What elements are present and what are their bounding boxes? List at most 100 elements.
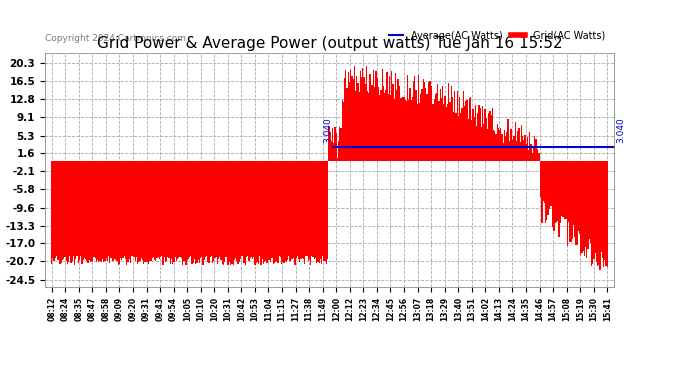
- Bar: [95, 161, 96, 258]
- Bar: [471, 120, 473, 161]
- Bar: [196, 161, 197, 263]
- Bar: [210, 161, 211, 256]
- Bar: [178, 161, 179, 258]
- Bar: [510, 129, 511, 161]
- Bar: [457, 92, 458, 161]
- Bar: [568, 161, 569, 222]
- Bar: [130, 161, 131, 263]
- Bar: [59, 161, 61, 264]
- Bar: [509, 141, 510, 161]
- Bar: [334, 127, 335, 161]
- Bar: [441, 98, 442, 161]
- Bar: [288, 161, 290, 256]
- Bar: [88, 161, 90, 260]
- Bar: [368, 93, 369, 161]
- Bar: [253, 161, 255, 257]
- Bar: [264, 161, 266, 262]
- Bar: [506, 132, 507, 161]
- Bar: [457, 116, 459, 161]
- Bar: [287, 161, 288, 260]
- Bar: [152, 161, 154, 257]
- Bar: [549, 161, 550, 209]
- Bar: [184, 161, 186, 261]
- Bar: [592, 161, 593, 264]
- Bar: [77, 161, 78, 256]
- Bar: [586, 161, 587, 258]
- Bar: [402, 97, 404, 161]
- Bar: [573, 161, 574, 225]
- Bar: [544, 161, 545, 203]
- Bar: [435, 93, 436, 161]
- Bar: [448, 83, 449, 161]
- Bar: [297, 161, 298, 256]
- Bar: [580, 161, 581, 255]
- Bar: [393, 84, 394, 161]
- Bar: [384, 93, 385, 161]
- Bar: [211, 161, 212, 256]
- Bar: [103, 161, 104, 261]
- Bar: [349, 82, 350, 161]
- Bar: [172, 161, 173, 264]
- Bar: [517, 131, 518, 161]
- Bar: [444, 96, 446, 161]
- Bar: [357, 83, 359, 161]
- Title: Grid Power & Average Power (output watts) Tue Jan 16 15:52: Grid Power & Average Power (output watts…: [97, 36, 562, 51]
- Text: 3.040: 3.040: [324, 117, 333, 142]
- Bar: [495, 134, 497, 161]
- Bar: [92, 161, 93, 262]
- Bar: [555, 161, 556, 224]
- Bar: [478, 105, 480, 161]
- Bar: [70, 161, 72, 263]
- Bar: [276, 161, 277, 261]
- Bar: [132, 161, 133, 256]
- Bar: [455, 113, 457, 161]
- Bar: [79, 161, 80, 260]
- Bar: [194, 161, 195, 259]
- Bar: [162, 161, 164, 265]
- Bar: [398, 86, 400, 161]
- Bar: [304, 161, 305, 264]
- Bar: [109, 161, 110, 263]
- Bar: [511, 129, 512, 161]
- Bar: [221, 161, 223, 264]
- Bar: [344, 78, 345, 161]
- Bar: [317, 161, 319, 262]
- Bar: [75, 161, 77, 260]
- Bar: [280, 161, 281, 257]
- Bar: [401, 98, 402, 161]
- Bar: [520, 142, 521, 161]
- Bar: [420, 93, 422, 161]
- Bar: [202, 161, 204, 265]
- Bar: [585, 161, 586, 247]
- Bar: [313, 161, 314, 257]
- Bar: [86, 161, 88, 261]
- Bar: [492, 108, 493, 161]
- Bar: [179, 161, 181, 257]
- Bar: [551, 161, 552, 206]
- Bar: [199, 161, 200, 264]
- Bar: [166, 161, 167, 261]
- Bar: [177, 161, 178, 260]
- Bar: [546, 161, 547, 220]
- Bar: [197, 161, 199, 260]
- Bar: [303, 161, 304, 259]
- Bar: [373, 70, 374, 161]
- Bar: [452, 98, 453, 161]
- Bar: [500, 128, 502, 161]
- Bar: [529, 132, 531, 161]
- Bar: [302, 161, 303, 258]
- Bar: [473, 117, 475, 161]
- Bar: [602, 161, 603, 258]
- Bar: [600, 161, 602, 252]
- Bar: [355, 91, 356, 161]
- Bar: [138, 161, 139, 262]
- Bar: [55, 161, 56, 258]
- Bar: [507, 119, 509, 161]
- Bar: [574, 161, 575, 237]
- Bar: [200, 161, 201, 258]
- Bar: [533, 148, 534, 161]
- Bar: [255, 161, 256, 265]
- Bar: [388, 76, 390, 161]
- Bar: [603, 161, 604, 267]
- Bar: [449, 102, 451, 161]
